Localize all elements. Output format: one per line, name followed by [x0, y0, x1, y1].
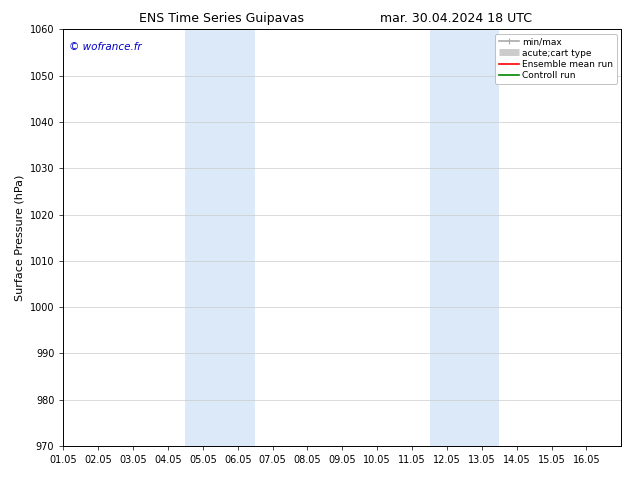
Text: © wofrance.fr: © wofrance.fr: [69, 42, 141, 52]
Text: ENS Time Series Guipavas: ENS Time Series Guipavas: [139, 12, 304, 25]
Bar: [429, 29, 500, 446]
Text: mar. 30.04.2024 18 UTC: mar. 30.04.2024 18 UTC: [380, 12, 533, 25]
Legend: min/max, acute;cart type, Ensemble mean run, Controll run: min/max, acute;cart type, Ensemble mean …: [495, 34, 617, 84]
Y-axis label: Surface Pressure (hPa): Surface Pressure (hPa): [14, 174, 24, 301]
Bar: [185, 29, 255, 446]
